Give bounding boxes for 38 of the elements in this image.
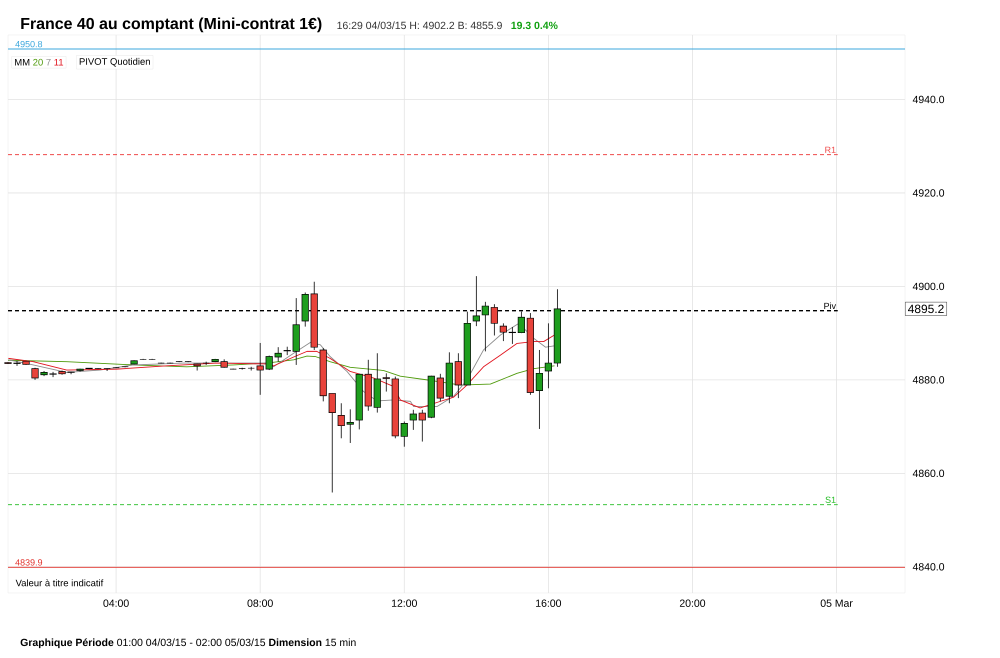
- annotation: PIVOT Quotidien: [80, 58, 150, 67]
- candlestick: [500, 322, 507, 342]
- x-tick-label: 08:00: [247, 600, 273, 607]
- text: 20: [33, 58, 43, 66]
- y-tick-label: 4940.0: [912, 96, 944, 104]
- x-tick-label: 12:00: [392, 600, 417, 607]
- x-tick-label: 04:00: [103, 600, 129, 607]
- text: 19.3 0.4%: [511, 22, 558, 30]
- candlestick: [508, 326, 516, 344]
- text: 4895.2: [908, 304, 944, 314]
- candlestick: [202, 361, 210, 366]
- y-tick-label: 4860.0: [912, 470, 944, 478]
- x-tick-label: 20:00: [680, 600, 706, 607]
- candlestick: [536, 350, 543, 430]
- chart-subtitle: 16:29 04/03/15 H: 4902.2 B: 4855.9: [337, 21, 502, 30]
- candlestick: [103, 368, 111, 372]
- y-tick-label: 4840.0: [912, 563, 944, 571]
- candlestick: [13, 360, 21, 366]
- text: 11: [54, 58, 64, 66]
- text: Graphique Période 01:00 04/03/15 - 02:00 05/03/15 Dimension 15 min: [20, 638, 356, 648]
- candlestick: [544, 322, 552, 389]
- ref-line-label: 4839.9: [15, 559, 42, 566]
- y-tick-label: 4880.0: [912, 376, 944, 384]
- chart-title: France 40 au comptant (Mini-contrat 1€): [21, 17, 322, 32]
- line-series: [8, 334, 555, 408]
- text: 7: [46, 58, 51, 66]
- ref-line-label: S1: [825, 496, 836, 503]
- legend-title: MM: [15, 58, 30, 66]
- ref-line-label: R1: [825, 146, 836, 153]
- y-tick-label: 4920.0: [912, 189, 944, 197]
- candlestick: [31, 367, 39, 380]
- ref-line-label: Piv: [824, 302, 836, 310]
- x-tick-label: 16:00: [536, 600, 562, 607]
- y-tick-label: 4900.0: [912, 282, 944, 290]
- x-tick-label: 05 Mar: [820, 600, 853, 607]
- ref-line-label: 4950.8: [15, 40, 42, 48]
- line-series: [8, 356, 555, 386]
- annotation: Valeur à titre indicatif: [16, 579, 104, 586]
